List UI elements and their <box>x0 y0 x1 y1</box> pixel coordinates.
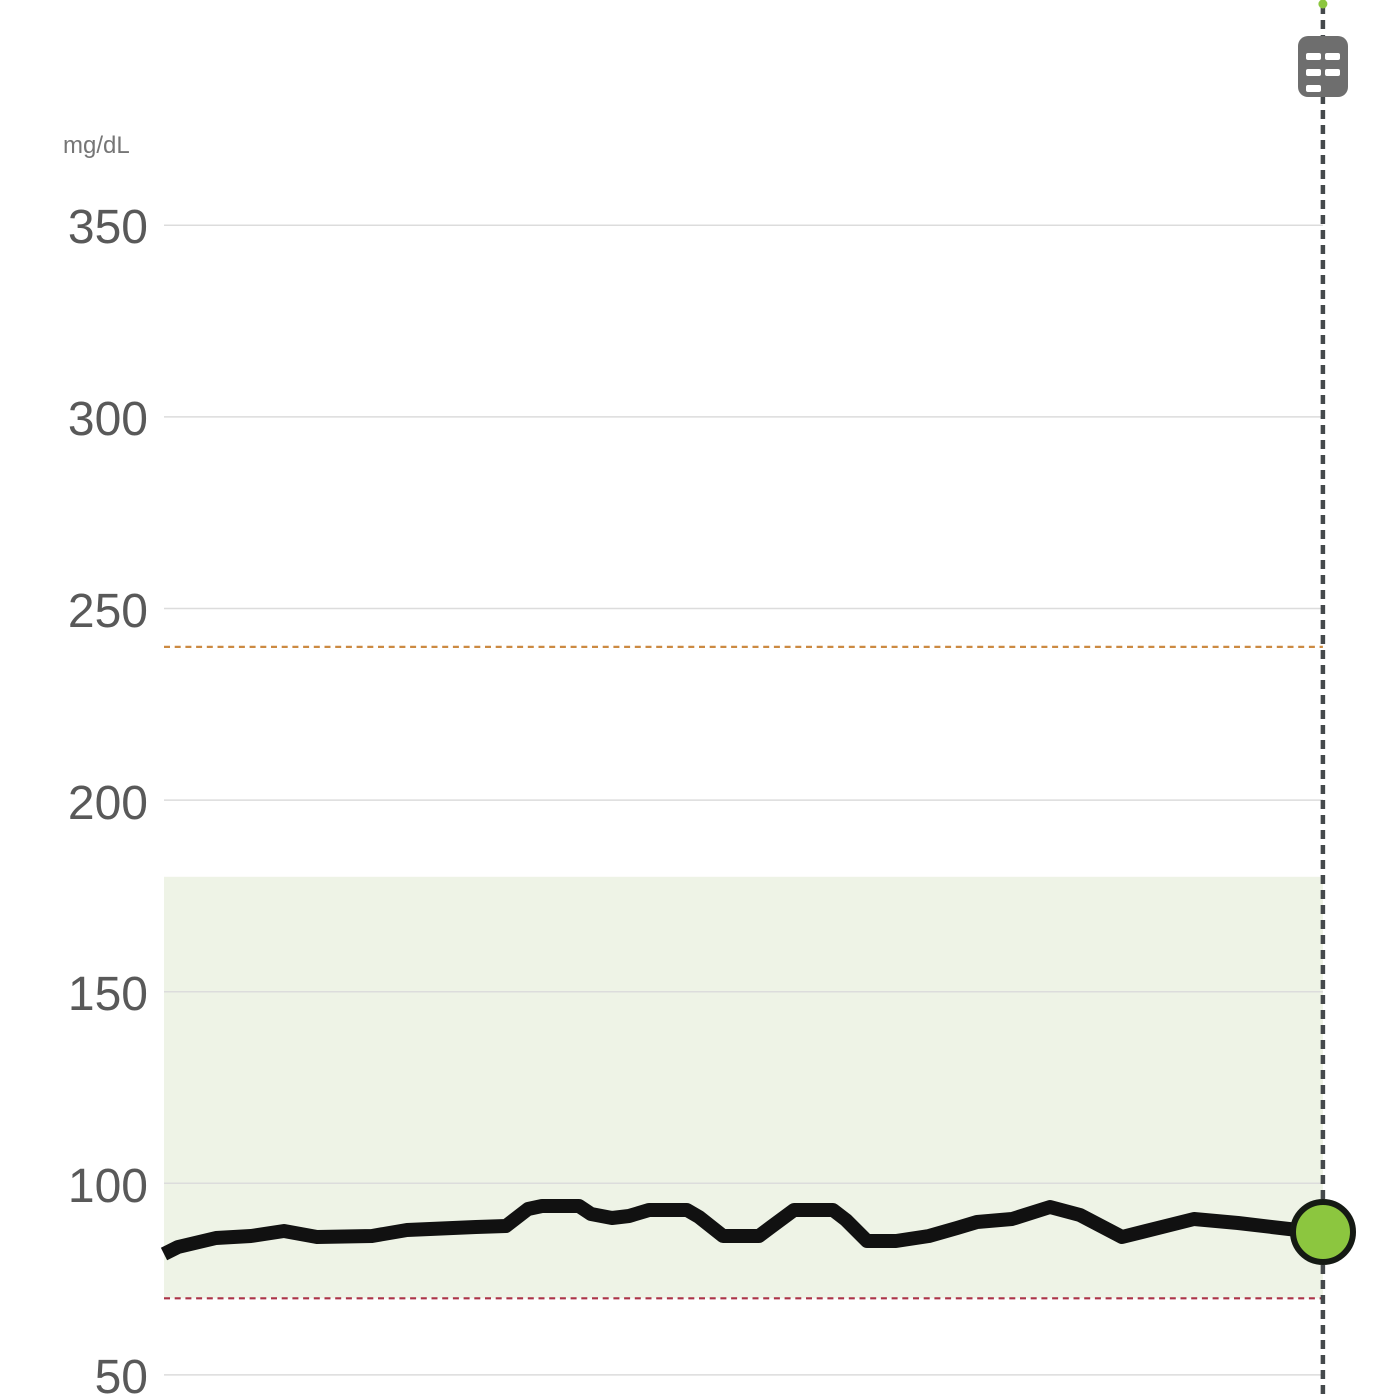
svg-text:300: 300 <box>68 393 148 446</box>
svg-text:100: 100 <box>68 1160 148 1213</box>
svg-text:mg/dL: mg/dL <box>63 132 130 159</box>
svg-text:350: 350 <box>68 201 148 254</box>
svg-text:150: 150 <box>68 968 148 1021</box>
svg-text:250: 250 <box>68 585 148 638</box>
svg-text:50: 50 <box>95 1351 148 1400</box>
svg-text:200: 200 <box>68 777 148 830</box>
